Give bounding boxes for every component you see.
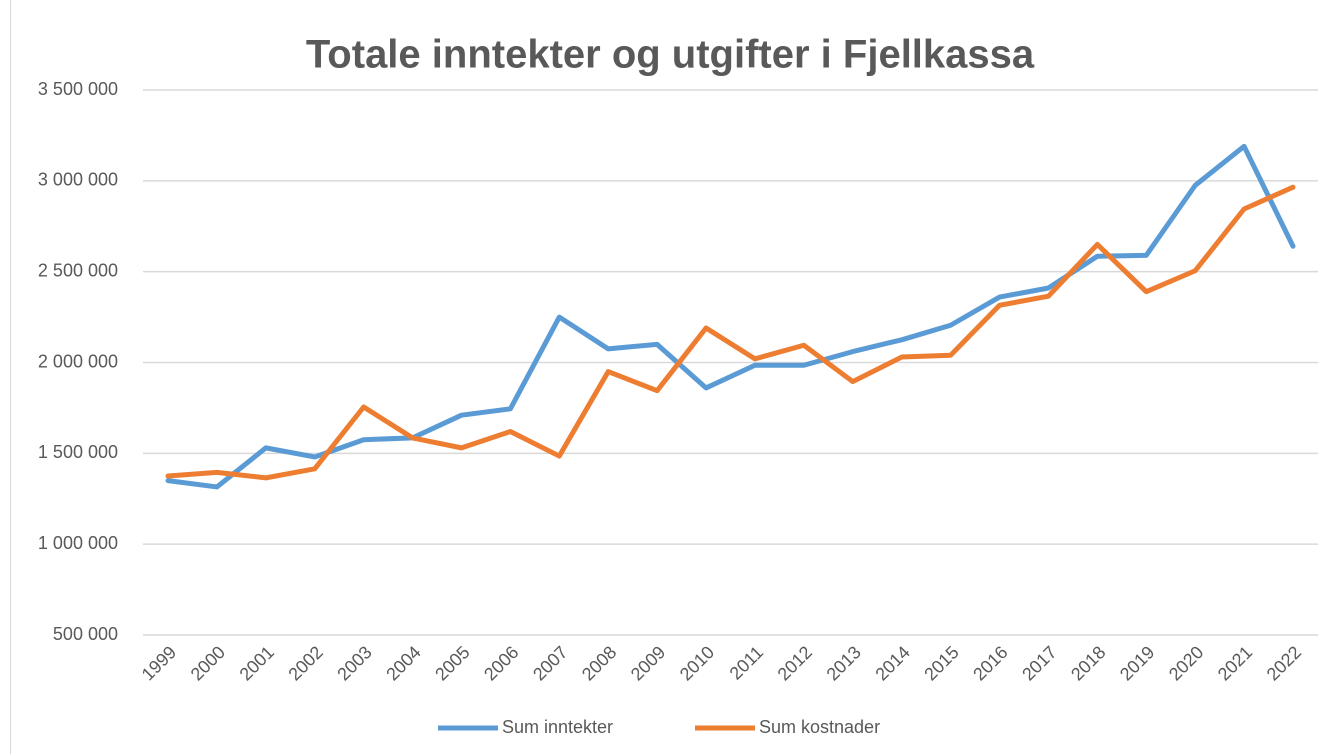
- x-tick-label: 2009: [627, 642, 669, 684]
- x-tick-label: 2007: [529, 642, 571, 684]
- series-line: [165, 184, 1296, 481]
- x-tick-label: 2017: [1018, 642, 1060, 684]
- y-tick-label: 2 000 000: [38, 351, 118, 371]
- x-tick-label: 2011: [726, 642, 768, 684]
- x-tick-label: 2020: [1165, 642, 1207, 684]
- x-tick-label: 2002: [284, 642, 326, 684]
- x-tick-label: 2018: [1067, 642, 1109, 684]
- x-tick-label: 2003: [333, 642, 375, 684]
- x-tick-label: 1999: [138, 642, 180, 684]
- x-tick-label: 2015: [920, 642, 962, 684]
- x-tick-label: 2000: [187, 642, 229, 684]
- y-tick-label: 3 000 000: [38, 170, 118, 190]
- legend-label: Sum inntekter: [502, 717, 613, 737]
- x-tick-label: 2008: [578, 642, 620, 684]
- y-tick-label: 3 500 000: [38, 79, 118, 99]
- x-tick-label: 2016: [969, 642, 1011, 684]
- y-tick-label: 2 500 000: [38, 260, 118, 280]
- x-tick-label: 2022: [1263, 642, 1305, 684]
- y-tick-label: 1 500 000: [38, 442, 118, 462]
- y-tick-label: 500 000: [53, 624, 118, 644]
- series-line: [165, 143, 1296, 490]
- y-tick-label: 1 000 000: [38, 533, 118, 553]
- chart-title: Totale inntekter og utgifter i Fjellkass…: [306, 33, 1035, 77]
- x-tick-label: 2021: [1214, 642, 1256, 684]
- x-tick-label: 2006: [480, 642, 522, 684]
- x-tick-label: 2010: [676, 642, 718, 684]
- x-tick-label: 2013: [823, 642, 865, 684]
- x-tick-label: 2005: [431, 642, 473, 684]
- x-tick-label: 2019: [1116, 642, 1158, 684]
- x-tick-label: 2004: [382, 642, 424, 684]
- legend-label: Sum kostnader: [759, 717, 880, 737]
- x-tick-label: 2014: [871, 642, 913, 684]
- x-tick-label: 2012: [774, 642, 816, 684]
- x-tick-label: 2001: [236, 642, 278, 684]
